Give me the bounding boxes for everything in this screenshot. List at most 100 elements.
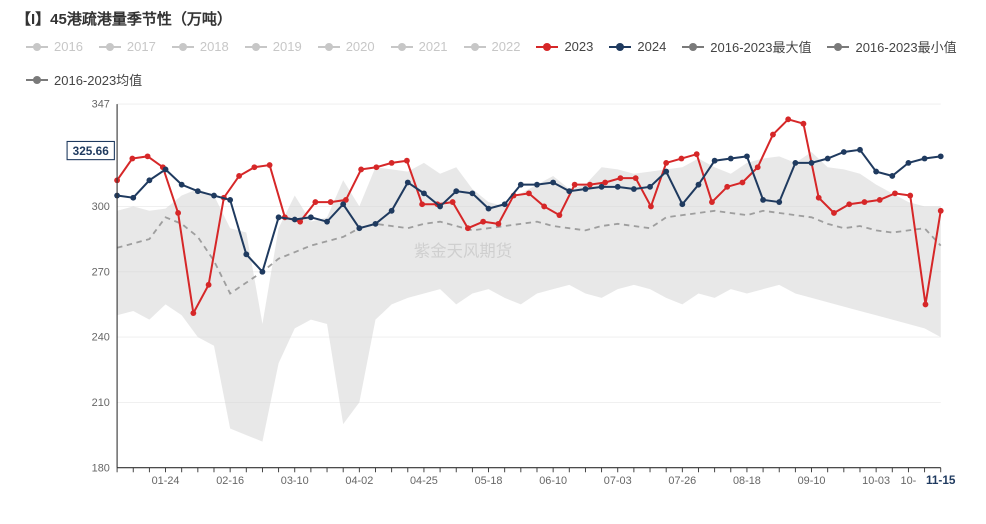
- x-tick-label: 07-03: [604, 475, 632, 487]
- series-2023-point: [190, 310, 196, 316]
- series-2023-point: [495, 221, 501, 227]
- watermark: 紫金天风期货: [414, 243, 512, 261]
- series-2024-point: [776, 199, 782, 205]
- series-2024-point: [356, 225, 362, 231]
- series-2023-point: [557, 212, 563, 218]
- series-2024-point: [437, 204, 443, 210]
- series-2023-point: [206, 282, 212, 288]
- series-2024-point: [599, 184, 605, 190]
- legend-label: 2016-2023最小值: [855, 37, 956, 56]
- legend-marker: [391, 46, 413, 48]
- series-2023-point: [907, 193, 913, 199]
- series-2023-point: [251, 164, 257, 170]
- series-2023-point: [663, 160, 669, 166]
- series-2024-point: [227, 197, 233, 203]
- series-2023-point: [312, 199, 318, 205]
- legend-marker: [827, 46, 849, 48]
- series-2023-point: [236, 173, 242, 179]
- series-2023-point: [740, 180, 746, 186]
- x-tick-label: 04-02: [345, 475, 373, 487]
- series-2023-point: [480, 219, 486, 225]
- series-2023-point: [145, 153, 151, 159]
- series-2023-point: [785, 116, 791, 122]
- series-2024-point: [373, 221, 379, 227]
- x-tick-label: 05-18: [475, 475, 503, 487]
- chart-container: 180210240270300347紫金天风期货01-2402-1603-100…: [0, 95, 986, 524]
- series-2023-point: [892, 190, 898, 196]
- series-2023-point: [404, 158, 410, 164]
- series-2024-point: [195, 188, 201, 194]
- series-2023-point: [175, 210, 181, 216]
- series-2024-point: [550, 180, 556, 186]
- legend-label: 2022: [492, 39, 521, 54]
- series-2024-point: [146, 177, 152, 183]
- series-2023-point: [816, 195, 822, 201]
- legend-label: 2016-2023最大值: [710, 37, 811, 56]
- series-2024-point: [857, 147, 863, 153]
- series-2024-point: [308, 214, 314, 220]
- x-tick-label: 09-10: [798, 475, 826, 487]
- legend-label: 2020: [346, 39, 375, 54]
- legend-marker: [26, 79, 48, 81]
- x-tick-label: 02-16: [216, 475, 244, 487]
- series-2024-point: [260, 269, 266, 275]
- legend-marker: [318, 46, 340, 48]
- x-tick-label: 01-24: [152, 475, 180, 487]
- series-2024-point: [647, 184, 653, 190]
- series-2024-point: [938, 153, 944, 159]
- series-2024-point: [518, 182, 524, 188]
- x-tick-label: 07-26: [668, 475, 696, 487]
- legend-label: 2018: [200, 39, 229, 54]
- legend-item: 2020: [318, 39, 375, 54]
- series-2024-point: [243, 251, 249, 257]
- x-tick-label: 04-25: [410, 475, 438, 487]
- series-2023-point: [633, 175, 639, 181]
- series-2023-point: [450, 199, 456, 205]
- series-2023-point: [419, 201, 425, 207]
- series-2024-point: [873, 169, 879, 175]
- y-tick-label: 347: [92, 99, 110, 111]
- series-2023-point: [328, 199, 334, 205]
- series-2024-point: [211, 193, 217, 199]
- legend-label: 2021: [419, 39, 448, 54]
- legend-item: 2016: [26, 39, 83, 54]
- series-2023-point: [526, 190, 532, 196]
- series-2024-point: [130, 195, 136, 201]
- legend-label: 2023: [564, 39, 593, 54]
- series-2023-point: [694, 151, 700, 157]
- series-2024-point: [583, 186, 589, 192]
- series-2023-point: [862, 199, 868, 205]
- series-2024-point: [922, 156, 928, 162]
- y-marker-value: 325.66: [73, 144, 110, 158]
- legend-marker: [609, 46, 631, 48]
- series-2023-point: [648, 204, 654, 210]
- legend-item: 2016-2023均值: [26, 70, 142, 89]
- x-tick-label: 11-15: [926, 473, 956, 487]
- series-2024-point: [502, 201, 508, 207]
- legend-marker: [26, 46, 48, 48]
- y-tick-label: 300: [92, 201, 110, 213]
- series-2024-point: [389, 208, 395, 214]
- series-2024-point: [486, 206, 492, 212]
- series-2023-point: [465, 225, 471, 231]
- legend-marker: [682, 46, 704, 48]
- y-tick-label: 180: [92, 462, 110, 474]
- series-2024-point: [615, 184, 621, 190]
- series-2024-point: [825, 156, 831, 162]
- chart-title: 【I】45港疏港量季节性（万吨）: [0, 0, 986, 33]
- legend-label: 2019: [273, 39, 302, 54]
- series-2023-point: [358, 167, 364, 173]
- series-2024-point: [760, 197, 766, 203]
- series-2024-point: [340, 201, 346, 207]
- legend-item: 2019: [245, 39, 302, 54]
- legend-marker: [99, 46, 121, 48]
- series-2023-point: [587, 182, 593, 188]
- legend-item: 2018: [172, 39, 229, 54]
- series-2023-point: [373, 164, 379, 170]
- series-2024-point: [663, 169, 669, 175]
- series-2024-point: [324, 219, 330, 225]
- series-2024-point: [809, 160, 815, 166]
- legend-label: 2017: [127, 39, 156, 54]
- legend-item: 2024: [609, 39, 666, 54]
- x-tick-label: 08-18: [733, 475, 761, 487]
